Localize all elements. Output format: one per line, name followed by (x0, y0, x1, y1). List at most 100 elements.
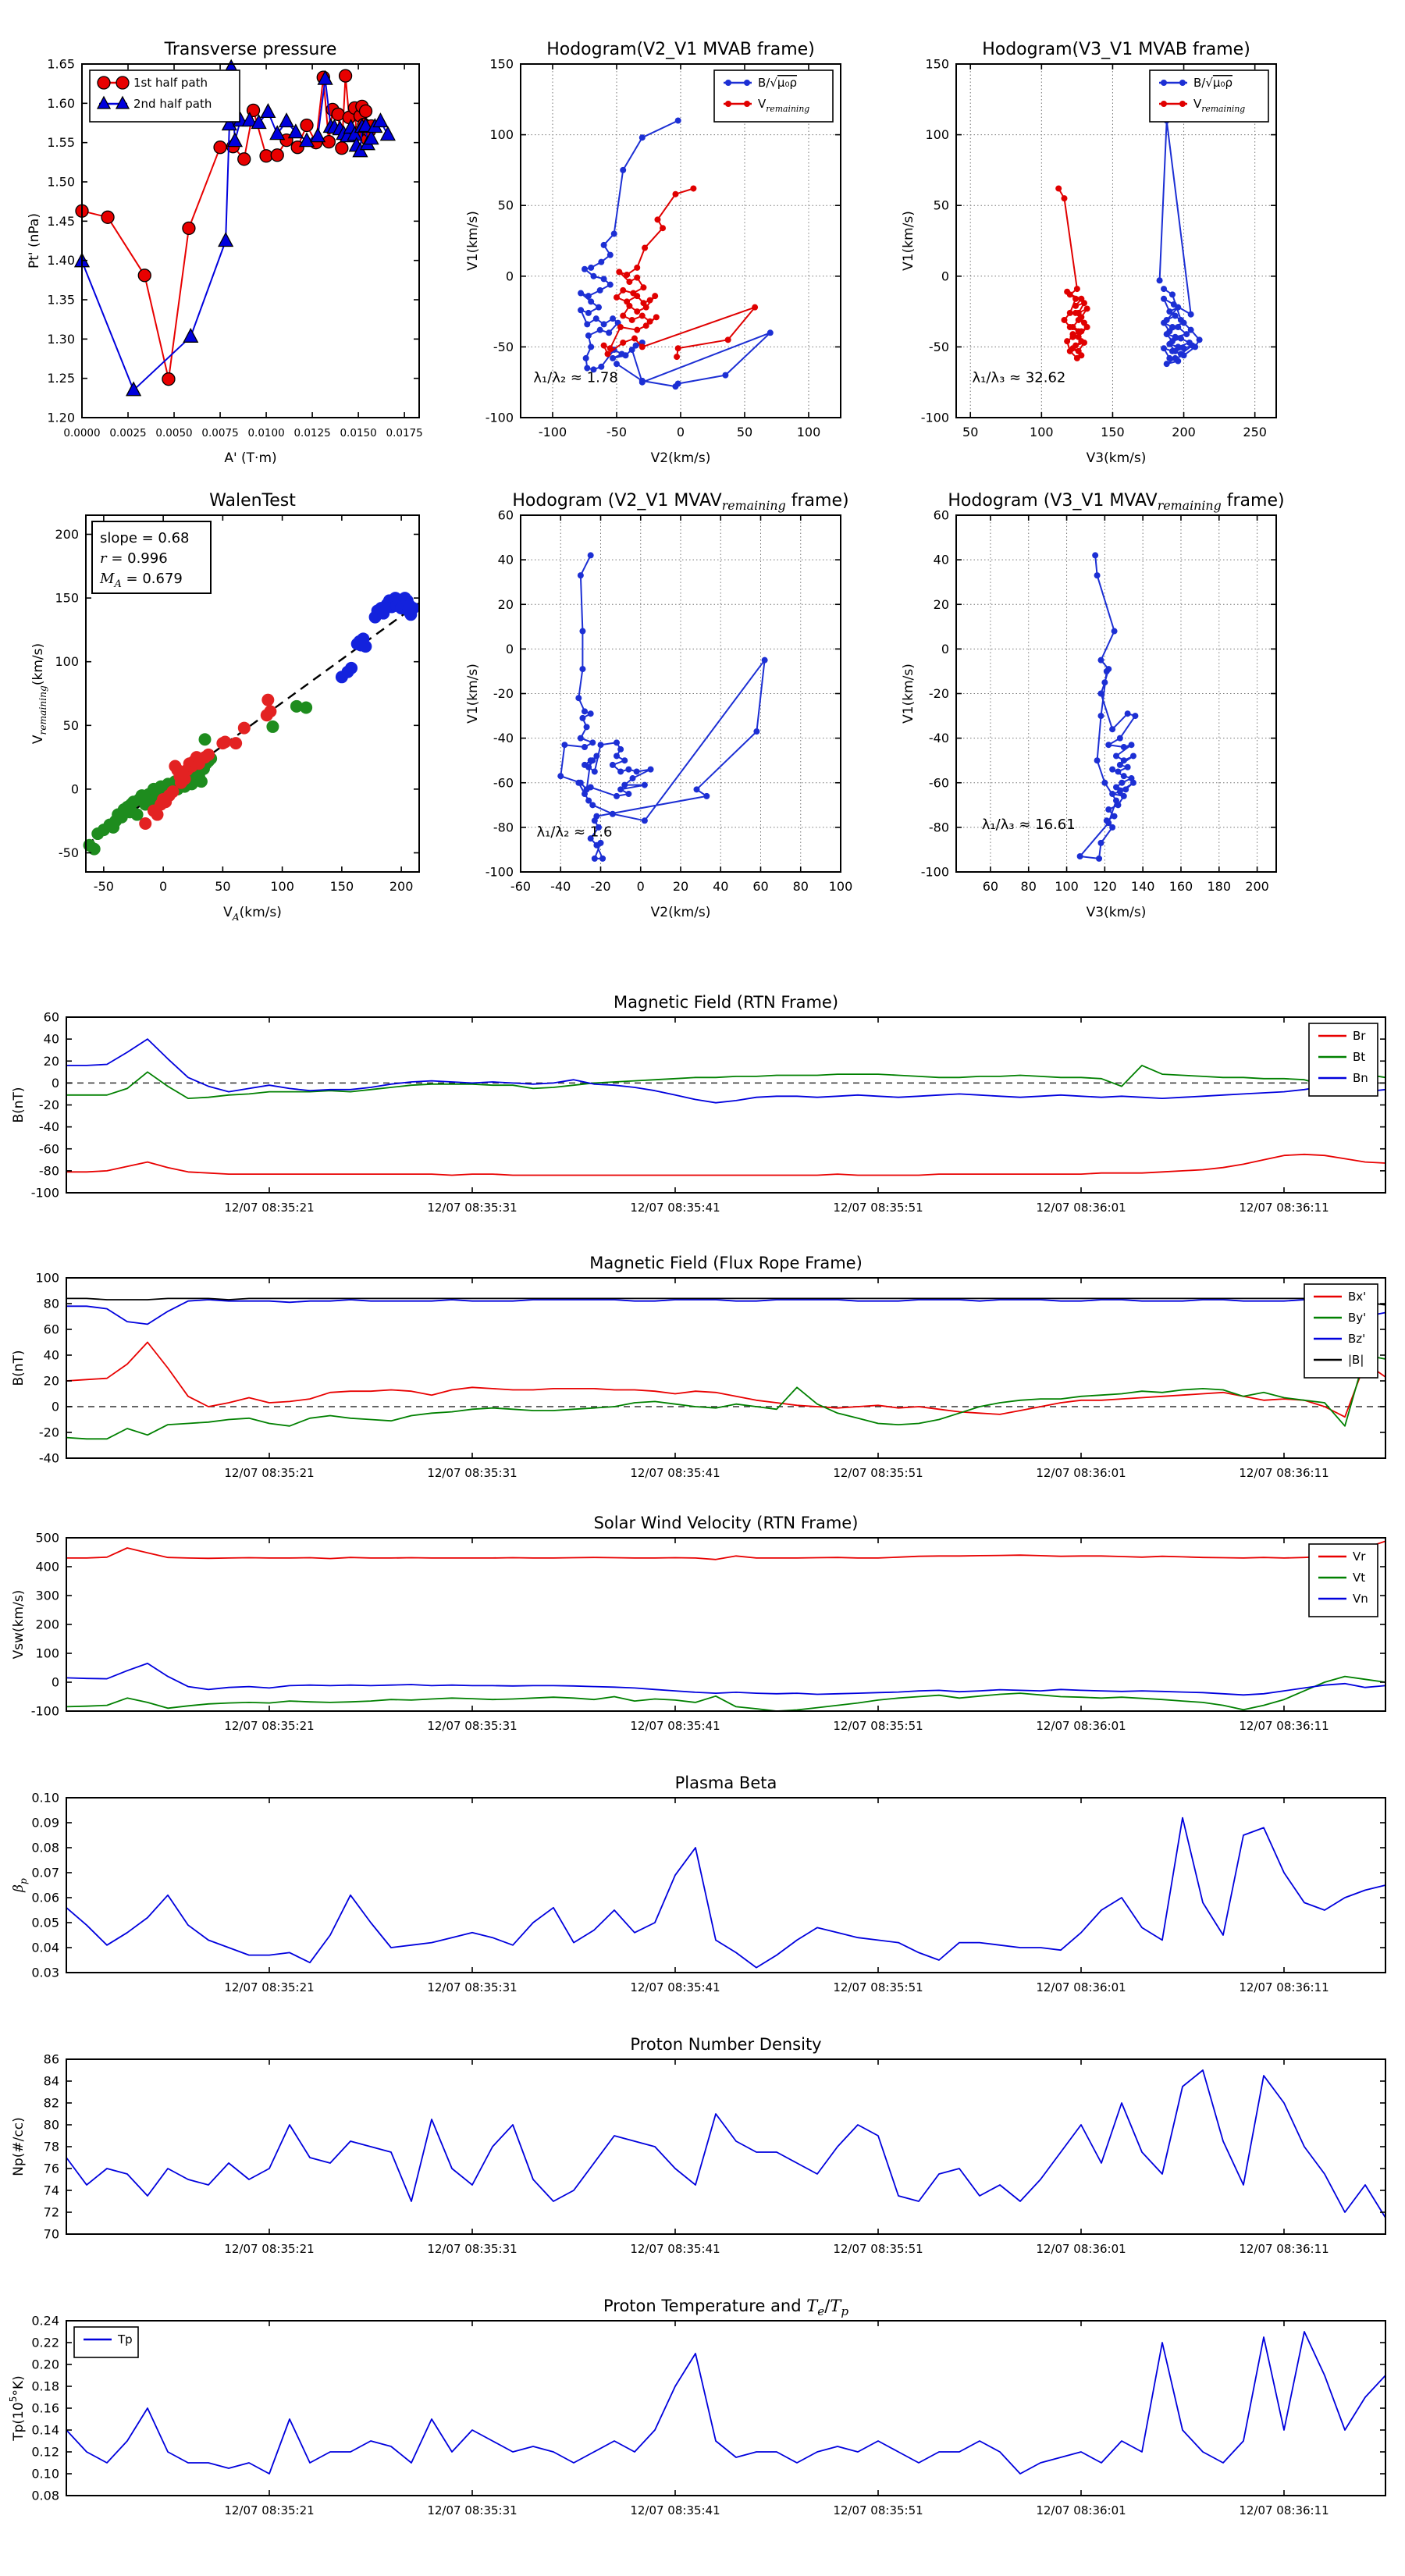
legend-label: Vr (1353, 1550, 1366, 1564)
x-tick-label: 12/07 08:35:31 (427, 1980, 517, 1994)
hodogram-v3v1-mvab-plot: 50 100 150 200 250 -100 -50 0 50 100 150 Hodogram(V… (901, 40, 1277, 466)
x-tick-label: 40 (713, 879, 728, 894)
marker-dot (660, 225, 667, 232)
marker-dot (672, 383, 679, 390)
solar-wind-velocity-rtn-ylabel: Vsw(km/s) (11, 1590, 27, 1660)
marker-triangle (310, 127, 326, 143)
marker-dot (629, 775, 636, 782)
marker-dot (600, 276, 607, 283)
marker-dot (589, 802, 596, 809)
marker-dot (575, 695, 582, 702)
legend-label: Vremaining (758, 97, 809, 114)
marker-dot (617, 786, 624, 793)
x-tick-label: 12/07 08:35:31 (427, 2242, 517, 2256)
marker-dot (229, 737, 243, 750)
marker-dot (1161, 295, 1168, 302)
hodogram-v2v1-mvab-title: Hodogram(V2_V1 MVAB frame) (546, 40, 815, 59)
marker-dot (1094, 572, 1101, 579)
marker-dot (1129, 753, 1136, 760)
y-tick-label: 0 (506, 269, 514, 283)
y-tick-label: 0 (941, 269, 949, 283)
marker-dot (582, 265, 588, 272)
marker-dot (620, 286, 627, 294)
x-tick-label: 12/07 08:35:41 (630, 2503, 720, 2517)
marker-circle (116, 76, 130, 90)
x-tick-label: 12/07 08:36:11 (1239, 1980, 1329, 1994)
y-tick-label: 100 (55, 654, 79, 669)
hodogram-v3v1-mvav-ylabel: V1(km/s) (901, 664, 916, 724)
marker-triangle (260, 103, 276, 119)
x-tick-label: 12/07 08:36:11 (1239, 2503, 1329, 2517)
marker-dot (1092, 552, 1099, 559)
x-tick-label: 12/07 08:35:51 (833, 1719, 923, 1733)
x-tick-label: 0 (637, 879, 645, 894)
marker-dot (591, 817, 598, 824)
marker-circle (331, 107, 345, 122)
plasma-beta-plot: 12/07 08:35:21 12/07 08:35:31 12/07 08:35:… (11, 1774, 1386, 1994)
marker-dot (588, 298, 595, 305)
marker-dot (1105, 820, 1112, 827)
y-tick-label: 86 (44, 2052, 59, 2067)
marker-triangle (96, 95, 112, 109)
x-tick-label: 12/07 08:36:01 (1036, 1980, 1126, 1994)
x-tick-label: 0.0000 (63, 427, 100, 439)
y-tick-label: -80 (929, 820, 949, 834)
Br-line (66, 1153, 1386, 1176)
marker-dot (725, 101, 731, 107)
marker-dot (596, 326, 603, 333)
y-tick-label: -40 (493, 731, 514, 745)
marker-dot (589, 757, 596, 764)
marker-dot (610, 354, 617, 361)
solar-wind-velocity-rtn-title: Solar Wind Velocity (RTN Frame) (594, 1514, 859, 1532)
marker-dot (1192, 343, 1199, 350)
marker-dot (1113, 784, 1119, 791)
marker-dot (1097, 713, 1104, 720)
y-tick-label: 20 (44, 1374, 59, 1389)
walen-test-xlabel: VA(km/s) (223, 905, 282, 923)
axes-frame (85, 514, 420, 873)
marker-triangle (115, 95, 130, 109)
marker-triangle (183, 327, 199, 343)
marker-dot (87, 842, 101, 856)
marker-dot (599, 855, 606, 862)
marker-triangle (317, 69, 333, 85)
hodogram-v3v1-mvav-plot: 60 80 100 120 140 160 180 200 -100 -80 -60 -40 -20 0 2… (901, 491, 1285, 920)
x-tick-label: 0 (677, 425, 685, 439)
y-tick-label: 1.35 (47, 293, 75, 308)
y-tick-label: 0.03 (31, 1966, 59, 1980)
marker-dot (631, 335, 638, 342)
x-tick-label: 12/07 08:36:01 (1036, 1719, 1126, 1733)
marker-dot (610, 230, 617, 237)
marker-dot (582, 791, 588, 798)
y-tick-label: 1.50 (47, 175, 75, 190)
x-tick-label: 12/07 08:35:51 (833, 2503, 923, 2517)
marker-dot (1073, 286, 1080, 293)
marker-dot (1111, 813, 1118, 820)
marker-dot (1128, 742, 1135, 749)
y-tick-label: -100 (31, 1704, 59, 1719)
transverse-pressure-legend (89, 69, 240, 123)
marker-dot (1129, 779, 1136, 786)
y-tick-label: 1.45 (47, 214, 75, 229)
marker-dot (1109, 766, 1116, 773)
hodogram-v3v1-mvab-ylabel: V1(km/s) (901, 211, 916, 271)
hodogram-v2v1-mvav-plot: -60 -40 -20 0 20 40 60 80 100 -100 -80 -60 -40 -20 0 20… (465, 491, 852, 920)
marker-dot (606, 329, 613, 336)
marker-dot (1061, 316, 1068, 323)
marker-dot (584, 365, 591, 372)
y-tick-label: 40 (44, 1348, 59, 1363)
marker-dot (617, 768, 624, 775)
marker-dot (130, 808, 144, 821)
marker-dot (151, 808, 164, 821)
y-tick-label: 0.09 (31, 1816, 59, 1831)
marker-dot (1116, 761, 1123, 768)
marker-dot (1172, 354, 1179, 361)
marker-dot (585, 332, 592, 339)
marker-dot (575, 779, 582, 786)
x-tick-label: 180 (1208, 879, 1232, 894)
y-tick-label: 150 (55, 591, 79, 606)
magnetic-field-rtn-title: Magnetic Field (RTN Frame) (614, 993, 838, 1012)
marker-dot (628, 347, 635, 354)
magnetic-field-flux-rope-legend (1304, 1283, 1378, 1379)
marker-dot (633, 768, 640, 775)
